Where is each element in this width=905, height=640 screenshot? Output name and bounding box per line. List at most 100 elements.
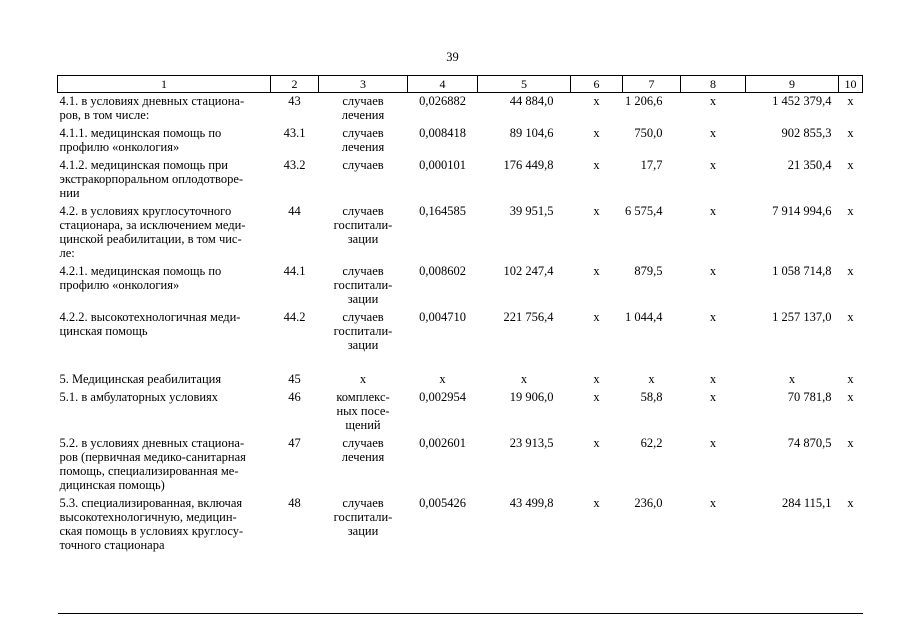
- header-cell: 8: [680, 75, 746, 93]
- value-cell: х: [709, 310, 717, 324]
- value-cell: х: [847, 264, 854, 278]
- value-cell: х: [788, 372, 796, 386]
- value-cell: х: [709, 204, 717, 218]
- row-description: 4.2.1. медицинская помощь по профилю «он…: [59, 264, 222, 292]
- row-description: 4.1. в условиях дневных стациона- ров, в…: [59, 94, 245, 122]
- row-description: 5. Медицинская реабилитация: [59, 372, 222, 386]
- header-cell: 3: [318, 75, 408, 93]
- tariff-table: 1 2 3 4 5 6 7 8 9 10 4.1. в условиях дне…: [57, 75, 863, 614]
- value-cell: 1 452 379,4: [772, 94, 832, 108]
- row-number: 48: [288, 496, 301, 510]
- value-cell: 1 206,6: [625, 94, 663, 108]
- value-cell: 0,008602: [419, 264, 466, 278]
- value-cell: х: [439, 372, 446, 386]
- value-cell: 0,008418: [419, 126, 466, 140]
- value-cell: х: [709, 390, 717, 404]
- table-row: 4.2.2. высокотехнологичная меди- цинская…: [58, 309, 863, 355]
- value-cell: 0,000101: [419, 158, 466, 172]
- value-cell: 39 951,5: [509, 204, 554, 218]
- unit-cell: случаев госпитали- зации: [333, 204, 393, 246]
- header-cell: 5: [477, 75, 571, 93]
- value-cell: 0,005426: [419, 496, 466, 510]
- value-cell: 89 104,6: [509, 126, 554, 140]
- value-cell: х: [709, 496, 717, 510]
- table-row: 4.2.1. медицинская помощь по профилю «он…: [58, 263, 863, 309]
- row-number: 43.1: [283, 126, 306, 140]
- value-cell: 58,8: [640, 390, 663, 404]
- header-cell: 6: [570, 75, 623, 93]
- value-cell: х: [593, 436, 600, 450]
- value-cell: 7 914 994,6: [772, 204, 832, 218]
- value-cell: 44 884,0: [509, 94, 554, 108]
- header-cell: 2: [270, 75, 319, 93]
- unit-cell: случаев лечения: [341, 94, 385, 122]
- value-cell: х: [847, 372, 854, 386]
- row-number: 43: [288, 94, 301, 108]
- value-cell: 74 870,5: [787, 436, 832, 450]
- row-description: 5.1. в амбулаторных условиях: [59, 390, 219, 404]
- row-number: 47: [288, 436, 301, 450]
- unit-cell: случаев госпитали- зации: [333, 264, 393, 306]
- value-cell: 17,7: [640, 158, 663, 172]
- value-cell: х: [709, 158, 717, 172]
- value-cell: 19 906,0: [509, 390, 554, 404]
- table-row: 4.1.1. медицинская помощь по профилю «он…: [58, 125, 863, 157]
- value-cell: х: [709, 264, 717, 278]
- table-row: 5.2. в условиях дневных стациона- ров (п…: [58, 435, 863, 495]
- value-cell: х: [709, 436, 717, 450]
- value-cell: 6 575,4: [625, 204, 663, 218]
- value-cell: 236,0: [634, 496, 663, 510]
- value-cell: 1 044,4: [625, 310, 663, 324]
- row-description: 5.2. в условиях дневных стациона- ров (п…: [59, 436, 246, 492]
- row-number: 44.1: [283, 264, 306, 278]
- table-row: 4.1.2. медицинская помощь при экстракорп…: [58, 157, 863, 203]
- value-cell: 0,002954: [419, 390, 466, 404]
- value-cell: х: [593, 126, 600, 140]
- value-cell: 750,0: [634, 126, 663, 140]
- row-description: 4.2. в условиях круглосуточного стациона…: [59, 204, 246, 260]
- row-number: 46: [288, 390, 301, 404]
- value-cell: 284 115,1: [781, 496, 832, 510]
- row-description: 5.3. специализированная, включая высокот…: [59, 496, 244, 552]
- header-cell: 1: [57, 75, 271, 93]
- value-cell: 21 350,4: [787, 158, 832, 172]
- value-cell: х: [847, 94, 854, 108]
- value-cell: 902 855,3: [781, 126, 832, 140]
- value-cell: 62,2: [640, 436, 663, 450]
- value-cell: х: [847, 158, 854, 172]
- row-number: 44.2: [283, 310, 306, 324]
- row-number: 45: [288, 372, 301, 386]
- row-description: 4.1.1. медицинская помощь по профилю «он…: [59, 126, 222, 154]
- value-cell: 0,164585: [419, 204, 466, 218]
- value-cell: 102 247,4: [503, 264, 554, 278]
- table-row: 4.1. в условиях дневных стациона- ров, в…: [58, 93, 863, 126]
- value-cell: х: [593, 94, 600, 108]
- table-header-row: 1 2 3 4 5 6 7 8 9 10: [57, 75, 863, 93]
- row-description: 4.1.2. медицинская помощь при экстракорп…: [59, 158, 244, 200]
- value-cell: х: [847, 436, 854, 450]
- value-cell: х: [593, 310, 600, 324]
- table-row: 5. Медицинская реабилитация 45 х х х х х…: [58, 371, 863, 389]
- value-cell: х: [593, 204, 600, 218]
- value-cell: х: [593, 264, 600, 278]
- value-cell: х: [847, 496, 854, 510]
- value-cell: х: [709, 126, 717, 140]
- value-cell: 0,026882: [419, 94, 466, 108]
- value-cell: х: [709, 372, 717, 386]
- value-cell: 70 781,8: [787, 390, 832, 404]
- value-cell: 879,5: [634, 264, 663, 278]
- unit-cell: случаев госпитали- зации: [333, 496, 393, 538]
- value-cell: 1 058 714,8: [772, 264, 832, 278]
- value-cell: х: [593, 496, 600, 510]
- unit-cell: случаев госпитали- зации: [333, 310, 393, 352]
- table-row: 5.3. специализированная, включая высокот…: [58, 495, 863, 555]
- value-cell: х: [593, 158, 600, 172]
- value-cell: х: [593, 372, 600, 386]
- spacer-row: [58, 555, 863, 613]
- spacer-row: [58, 355, 863, 371]
- value-cell: 0,004710: [419, 310, 466, 324]
- value-cell: х: [847, 126, 854, 140]
- value-cell: х: [593, 390, 600, 404]
- header-cell: 9: [745, 75, 839, 93]
